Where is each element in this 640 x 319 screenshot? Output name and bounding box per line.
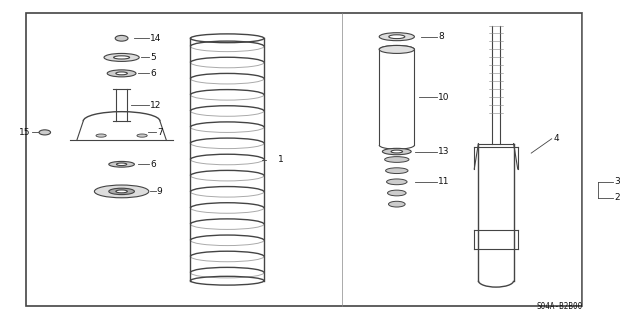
- Ellipse shape: [115, 35, 128, 41]
- Ellipse shape: [109, 188, 134, 195]
- Text: 6: 6: [150, 69, 156, 78]
- Ellipse shape: [137, 134, 147, 137]
- Ellipse shape: [107, 70, 136, 77]
- Ellipse shape: [104, 54, 140, 62]
- Text: 1: 1: [278, 155, 284, 164]
- Text: 3: 3: [614, 177, 620, 186]
- Text: 7: 7: [157, 128, 163, 137]
- Text: 14: 14: [150, 34, 162, 43]
- Ellipse shape: [39, 130, 51, 135]
- Ellipse shape: [96, 134, 106, 137]
- Text: 11: 11: [438, 177, 450, 186]
- Ellipse shape: [116, 163, 127, 166]
- Ellipse shape: [109, 161, 134, 167]
- Text: 8: 8: [438, 32, 444, 41]
- Text: 9: 9: [157, 187, 163, 196]
- Text: 13: 13: [438, 147, 450, 156]
- Ellipse shape: [388, 190, 406, 196]
- Text: 4: 4: [554, 134, 559, 143]
- Text: 5: 5: [150, 53, 156, 62]
- Text: 6: 6: [150, 160, 156, 169]
- Ellipse shape: [388, 201, 405, 207]
- Ellipse shape: [387, 179, 407, 185]
- Ellipse shape: [391, 150, 403, 153]
- Ellipse shape: [379, 45, 415, 54]
- Text: S04A-B2B00: S04A-B2B00: [536, 302, 582, 311]
- Text: 15: 15: [19, 128, 31, 137]
- Ellipse shape: [116, 72, 127, 75]
- Ellipse shape: [114, 56, 129, 59]
- Ellipse shape: [385, 157, 409, 162]
- Ellipse shape: [379, 33, 415, 41]
- Text: 10: 10: [438, 93, 450, 102]
- Bar: [26, 13, 582, 306]
- Ellipse shape: [383, 148, 412, 155]
- Ellipse shape: [389, 35, 405, 39]
- Text: 12: 12: [150, 101, 162, 110]
- Ellipse shape: [116, 190, 127, 193]
- Ellipse shape: [95, 185, 149, 198]
- Ellipse shape: [385, 168, 408, 174]
- Text: 2: 2: [614, 193, 620, 202]
